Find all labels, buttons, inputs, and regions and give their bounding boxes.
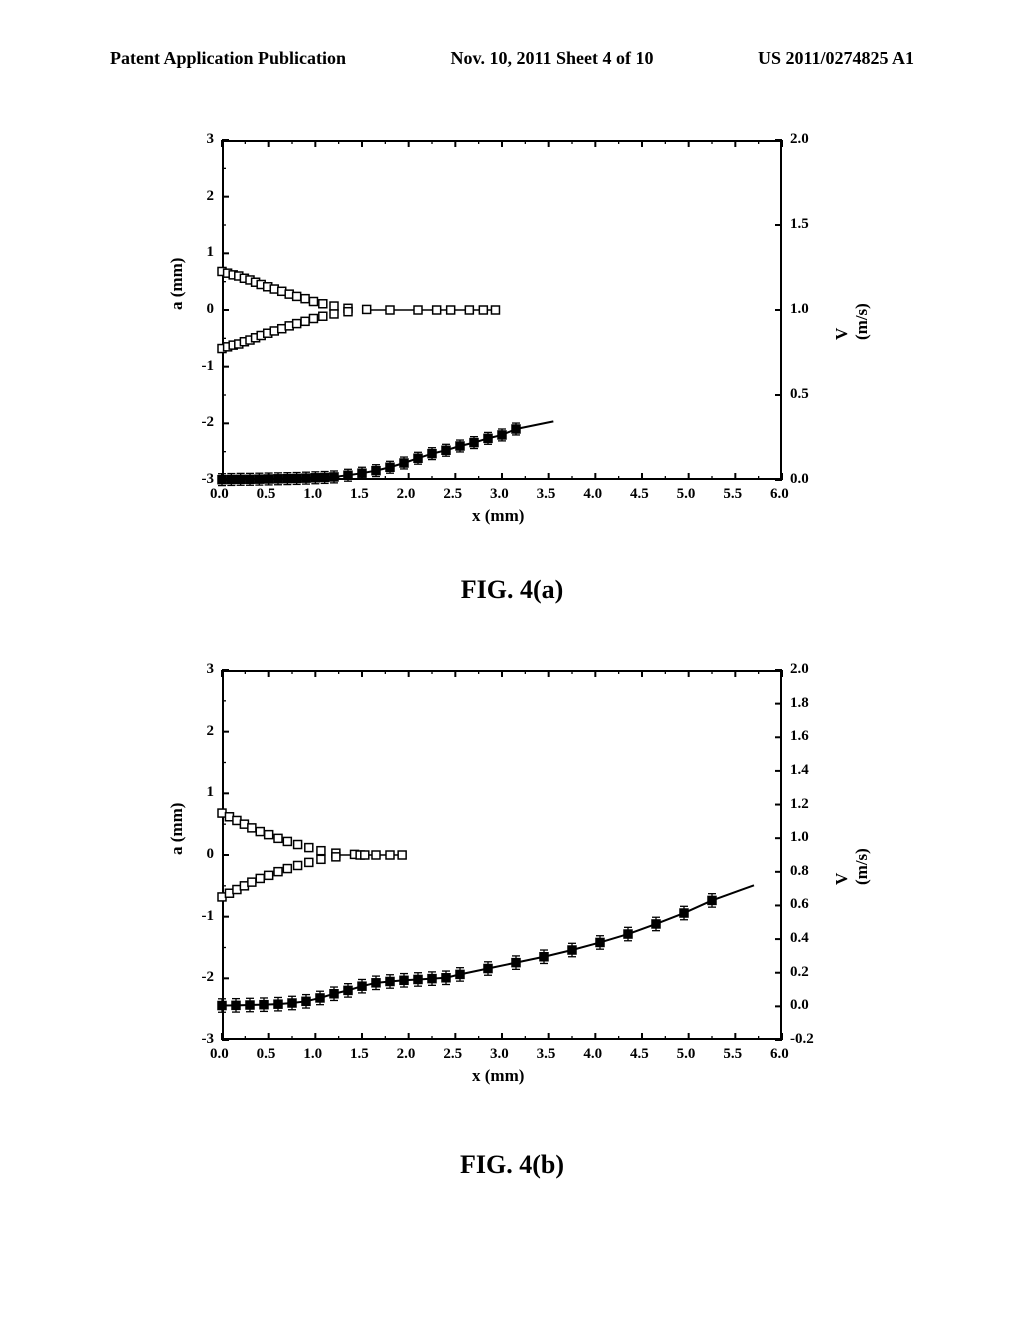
x-tick-label: 3.5 — [537, 486, 556, 503]
yl-tick-label: 1 — [207, 784, 215, 801]
yr-tick-label: 1.5 — [790, 216, 809, 233]
yl-tick-label: 3 — [207, 131, 215, 148]
yr-tick-label: 1.8 — [790, 695, 809, 712]
yr-tick-label: -0.2 — [790, 1031, 814, 1048]
x-axis-label: x (mm) — [472, 1066, 524, 1086]
y-right-axis-label: V (m/s) — [832, 303, 872, 340]
y-right-axis-label: V (m/s) — [832, 848, 872, 885]
x-tick-label: 2.5 — [443, 1046, 462, 1063]
x-tick-label: 4.0 — [583, 486, 602, 503]
yr-tick-label: 0.0 — [790, 471, 809, 488]
y-left-axis-label: a (mm) — [167, 803, 187, 855]
yr-tick-label: 1.0 — [790, 829, 809, 846]
header-center: Nov. 10, 2011 Sheet 4 of 10 — [450, 48, 653, 69]
y-left-axis-label: a (mm) — [167, 258, 187, 310]
yl-tick-label: 3 — [207, 661, 215, 678]
x-tick-label: 4.5 — [630, 486, 649, 503]
yl-tick-label: 1 — [207, 244, 215, 261]
x-tick-label: 4.0 — [583, 1046, 602, 1063]
x-tick-label: 3.0 — [490, 1046, 509, 1063]
yr-tick-label: 0.5 — [790, 386, 809, 403]
yl-tick-label: -2 — [202, 969, 215, 986]
x-tick-label: 1.0 — [303, 486, 322, 503]
x-tick-label: 3.0 — [490, 486, 509, 503]
yr-tick-label: 2.0 — [790, 661, 809, 678]
yr-tick-label: 0.0 — [790, 997, 809, 1014]
yr-tick-label: 0.6 — [790, 896, 809, 913]
x-axis-label: x (mm) — [472, 506, 524, 526]
x-tick-label: 0.0 — [210, 486, 229, 503]
header-right: US 2011/0274825 A1 — [758, 48, 914, 69]
page-header: Patent Application Publication Nov. 10, … — [0, 48, 1024, 69]
x-tick-label: 5.5 — [723, 1046, 742, 1063]
figure-label-4a: FIG. 4(a) — [162, 575, 862, 605]
yr-tick-label: 0.4 — [790, 930, 809, 947]
yr-tick-label: 1.0 — [790, 301, 809, 318]
figure-4a: 0.0 0.5 1.0 1.5 2.0 2.5 3.0 3.5 4.0 4.5 5.0 5.5 6.0 -… — [162, 140, 862, 540]
header-left: Patent Application Publication — [110, 48, 346, 69]
x-tick-label: 0.5 — [257, 1046, 276, 1063]
yr-tick-label: 2.0 — [790, 131, 809, 148]
x-tick-label: 2.0 — [397, 486, 416, 503]
chart-svg-a — [162, 140, 862, 540]
x-tick-label: 6.0 — [770, 1046, 789, 1063]
x-tick-label: 1.5 — [350, 1046, 369, 1063]
yr-tick-label: 1.2 — [790, 796, 809, 813]
x-tick-label: 5.0 — [677, 486, 696, 503]
yl-tick-label: -3 — [202, 471, 215, 488]
x-tick-label: 1.5 — [350, 486, 369, 503]
x-tick-label: 5.0 — [677, 1046, 696, 1063]
chart-svg-b — [162, 670, 862, 1100]
yl-tick-label: 0 — [207, 846, 215, 863]
x-tick-label: 4.5 — [630, 1046, 649, 1063]
yl-tick-label: -2 — [202, 414, 215, 431]
yl-tick-label: 2 — [207, 723, 215, 740]
yl-tick-label: 2 — [207, 188, 215, 205]
yr-tick-label: 0.8 — [790, 863, 809, 880]
yl-tick-label: -1 — [202, 908, 215, 925]
figure-4b: 0.00.51.01.52.02.53.03.54.04.55.05.56.0-… — [162, 670, 862, 1100]
x-tick-label: 6.0 — [770, 486, 789, 503]
figure-label-4b: FIG. 4(b) — [162, 1150, 862, 1180]
x-tick-label: 0.0 — [210, 1046, 229, 1063]
x-tick-label: 1.0 — [303, 1046, 322, 1063]
x-tick-label: 3.5 — [537, 1046, 556, 1063]
yr-tick-label: 1.6 — [790, 728, 809, 745]
x-tick-label: 2.0 — [397, 1046, 416, 1063]
yr-tick-label: 1.4 — [790, 762, 809, 779]
yl-tick-label: 0 — [207, 301, 215, 318]
yl-tick-label: -3 — [202, 1031, 215, 1048]
x-tick-label: 5.5 — [723, 486, 742, 503]
x-tick-label: 0.5 — [257, 486, 276, 503]
x-tick-label: 2.5 — [443, 486, 462, 503]
yr-tick-label: 0.2 — [790, 964, 809, 981]
yl-tick-label: -1 — [202, 358, 215, 375]
